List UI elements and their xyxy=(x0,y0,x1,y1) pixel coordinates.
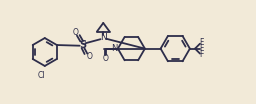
Text: F: F xyxy=(199,38,204,47)
Text: N: N xyxy=(100,33,107,42)
Text: F: F xyxy=(199,50,204,59)
Text: N: N xyxy=(112,44,118,53)
Text: S: S xyxy=(79,40,86,50)
Text: Cl: Cl xyxy=(38,71,46,80)
Text: O: O xyxy=(72,28,78,37)
Text: O: O xyxy=(103,54,109,63)
Text: O: O xyxy=(86,52,92,61)
Text: F: F xyxy=(199,44,204,53)
